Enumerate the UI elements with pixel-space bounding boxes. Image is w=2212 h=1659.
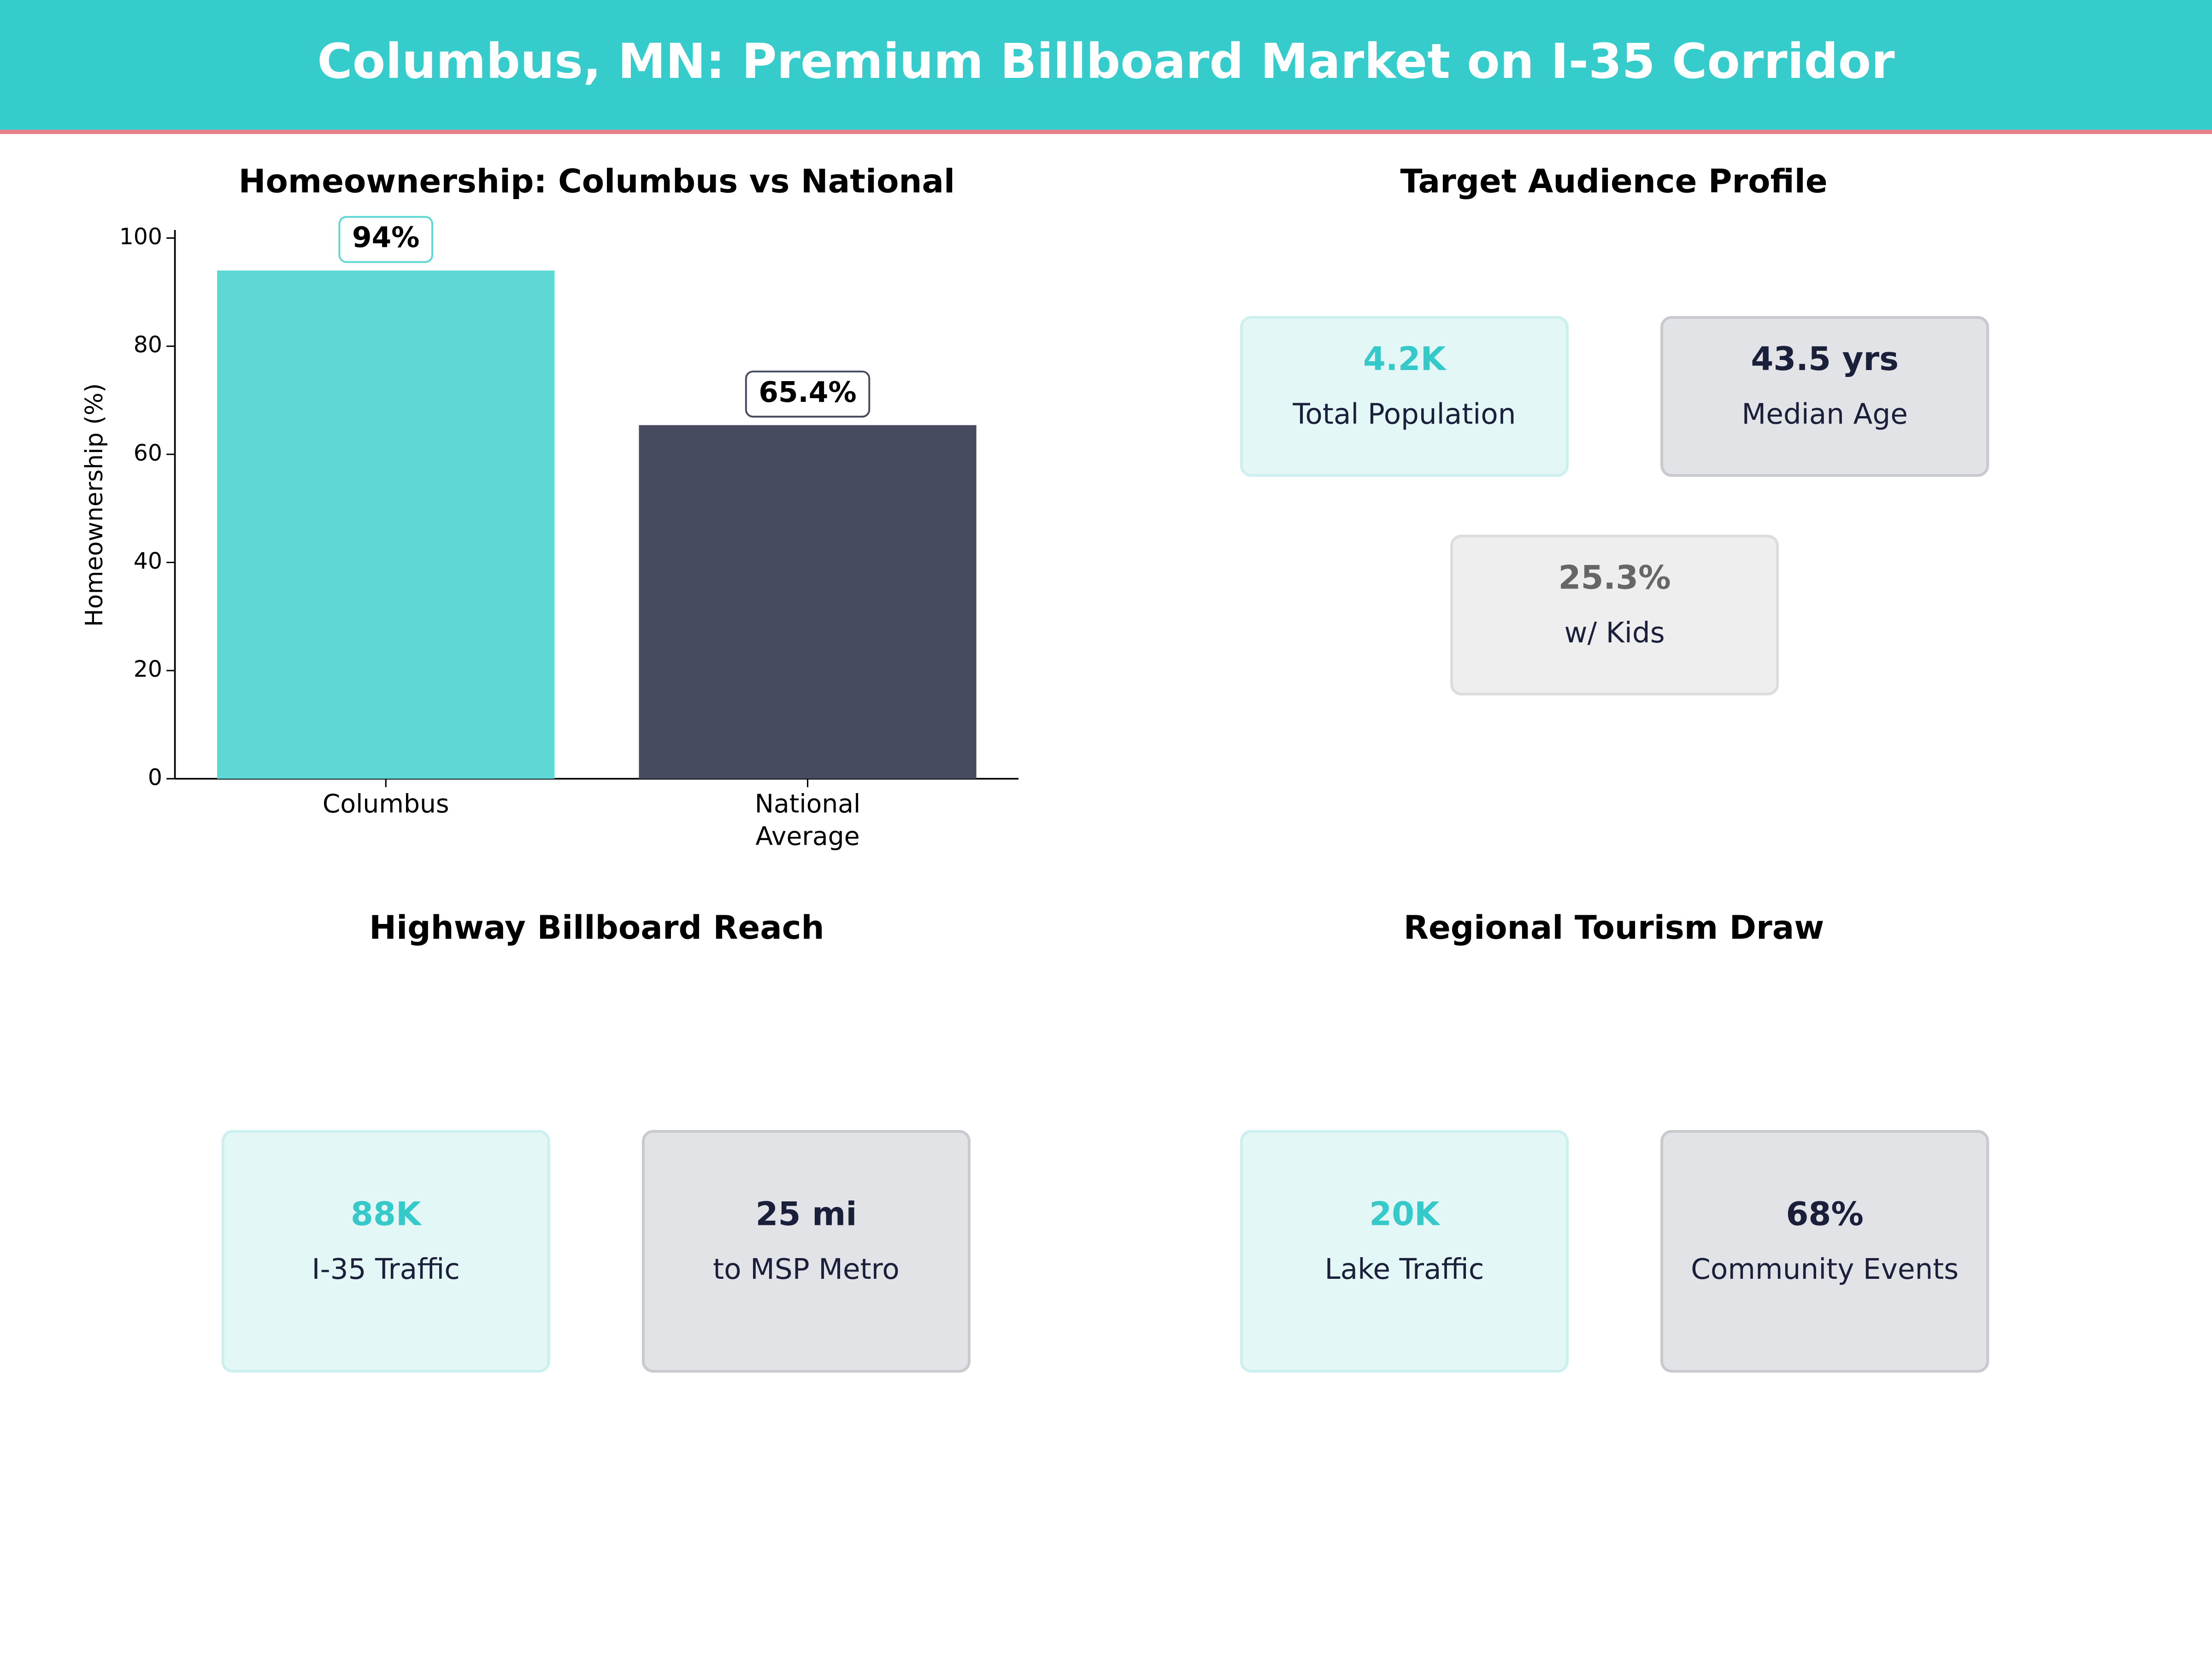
stat-label: Community Events (1691, 1253, 1959, 1286)
stat-label: I-35 Traffic (312, 1253, 460, 1286)
chart-title: Homeownership: Columbus vs National (239, 162, 955, 200)
stat-value: 25.3% (1558, 559, 1671, 597)
stat-label: Lake Traffic (1324, 1253, 1484, 1286)
bar (639, 425, 977, 779)
stat-label: Total Population (1292, 398, 1516, 431)
value-label: 65.4% (759, 376, 856, 409)
stat-card (641, 1130, 971, 1373)
x-tick-label: Columbus (323, 789, 449, 818)
stat-value: 20K (1369, 1195, 1441, 1233)
stat-value: 43.5 yrs (1751, 340, 1899, 378)
value-label-box (338, 216, 434, 263)
stat-card (221, 1130, 550, 1373)
y-tick-label: 100 (119, 224, 162, 250)
y-axis-label: Homeownership (%) (81, 383, 108, 627)
x-tick-label-line: Average (755, 821, 859, 851)
y-tick-label: 0 (148, 764, 162, 790)
stat-value: 4.2K (1363, 340, 1447, 378)
panel-title: Highway Billboard Reach (369, 909, 824, 947)
stat-card (1660, 316, 1989, 477)
stat-card (1240, 1130, 1569, 1373)
y-tick-label: 40 (134, 548, 162, 574)
stat-label: Median Age (1741, 398, 1908, 431)
x-tick-label: National Average (755, 789, 861, 851)
page-title: Columbus, MN: Premium Billboard Market o… (317, 33, 1895, 89)
x-tick-label-line: National (755, 789, 861, 818)
header-bar (0, 0, 2212, 130)
stat-value: 68% (1786, 1195, 1863, 1233)
y-tick-label: 20 (134, 656, 162, 682)
y-tick-label: 80 (134, 332, 162, 358)
stat-value: 88K (351, 1195, 422, 1233)
x-tick-label-line: Columbus (323, 789, 449, 818)
bar (217, 270, 555, 779)
panel-title: Target Audience Profile (1400, 162, 1828, 200)
value-label-box (745, 371, 871, 418)
panel-title: Regional Tourism Draw (1404, 909, 1824, 947)
value-label: 94% (352, 221, 420, 254)
header-rule (0, 129, 2212, 134)
stat-card (1450, 535, 1779, 696)
y-tick-label: 60 (134, 440, 162, 466)
stat-label: w/ Kids (1565, 617, 1665, 649)
stat-label: to MSP Metro (713, 1253, 900, 1286)
stat-card (1660, 1130, 1989, 1373)
stat-value: 25 mi (756, 1195, 857, 1233)
stat-card (1240, 316, 1569, 477)
